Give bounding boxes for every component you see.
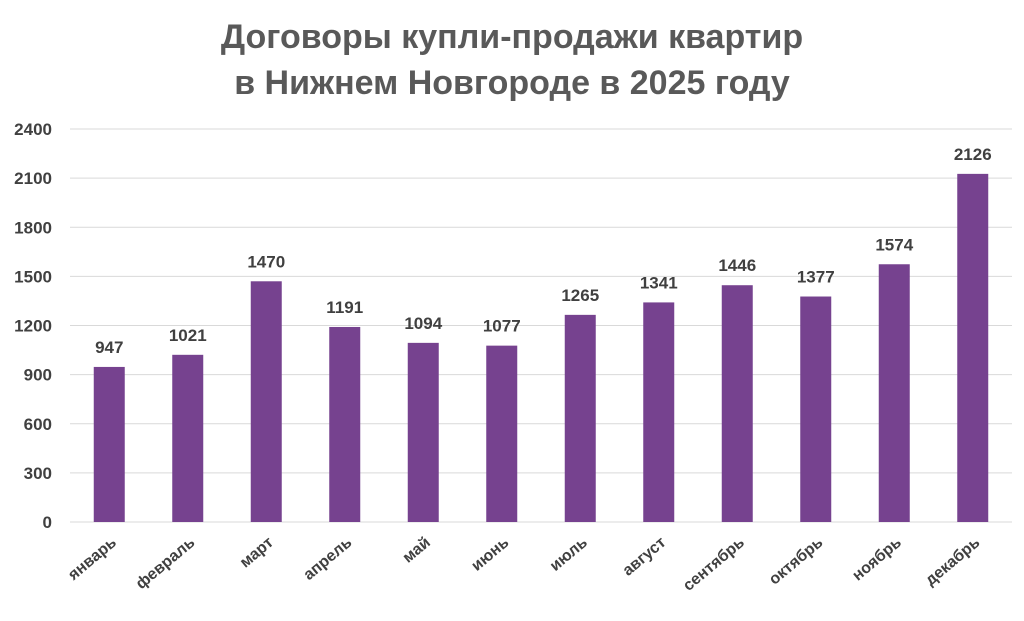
data-label: 1470 <box>247 252 285 271</box>
x-axis-ticks: январь февраль март апрель май июнь июль август… <box>64 534 983 595</box>
bar-июль <box>564 314 596 522</box>
bar-сентябрь <box>721 285 753 522</box>
data-label: 1077 <box>483 317 521 336</box>
y-tick-label: 1800 <box>14 218 52 237</box>
x-tick-label: март <box>237 534 277 572</box>
x-tick-label: декабрь <box>922 534 983 589</box>
bar-февраль <box>172 354 204 522</box>
data-label: 1094 <box>404 314 442 333</box>
y-axis-ticks: 0 300 600 900 1200 1500 1800 2100 2400 <box>14 120 52 532</box>
chart-title-line-2: в Нижнем Новгороде в 2025 году <box>234 64 790 102</box>
bars <box>93 173 989 522</box>
bar-апрель <box>329 326 361 522</box>
data-label: 947 <box>95 338 123 357</box>
y-tick-label: 1200 <box>14 317 52 336</box>
y-tick-label: 900 <box>24 366 52 385</box>
gridlines <box>70 128 1012 523</box>
y-tick-label: 600 <box>24 415 52 434</box>
bar-декабрь <box>957 173 989 522</box>
bar-май <box>407 342 439 522</box>
x-tick-label: май <box>400 534 434 567</box>
bar-март <box>250 281 282 522</box>
data-label: 1265 <box>561 286 599 305</box>
bar-октябрь <box>800 296 832 522</box>
bar-ноябрь <box>878 264 910 522</box>
y-tick-label: 2400 <box>14 120 52 139</box>
x-tick-label: сентябрь <box>680 534 748 595</box>
data-label: 1574 <box>875 235 913 254</box>
data-label: 1377 <box>797 268 835 287</box>
bar-январь <box>93 366 125 522</box>
y-tick-label: 300 <box>24 464 52 483</box>
data-label: 1191 <box>326 298 363 317</box>
x-tick-label: июнь <box>468 534 512 575</box>
data-label: 1021 <box>169 326 207 345</box>
x-tick-label: октябрь <box>766 534 826 589</box>
x-tick-label: февраль <box>133 534 199 593</box>
x-tick-label: июль <box>547 534 591 575</box>
data-label: 2126 <box>954 145 992 164</box>
y-tick-label: 1500 <box>14 267 52 286</box>
x-tick-label: август <box>620 534 670 580</box>
x-tick-label: январь <box>64 534 120 584</box>
y-tick-label: 0 <box>43 513 52 532</box>
x-tick-label: ноябрь <box>849 534 905 584</box>
data-labels: 947 1021 1470 1191 1094 1077 1265 1341 1446 1377 1… <box>95 145 992 357</box>
data-label: 1341 <box>640 273 678 292</box>
bar-июнь <box>486 345 518 522</box>
data-label: 1446 <box>718 256 756 275</box>
x-tick-label: апрель <box>301 534 356 584</box>
bar-август <box>643 302 675 522</box>
chart-title-line-1: Договоры купли-продажи квартир <box>220 18 804 56</box>
y-tick-label: 2100 <box>14 169 52 188</box>
chart-title: Договоры купли-продажи квартир в Нижнем … <box>0 14 1024 106</box>
